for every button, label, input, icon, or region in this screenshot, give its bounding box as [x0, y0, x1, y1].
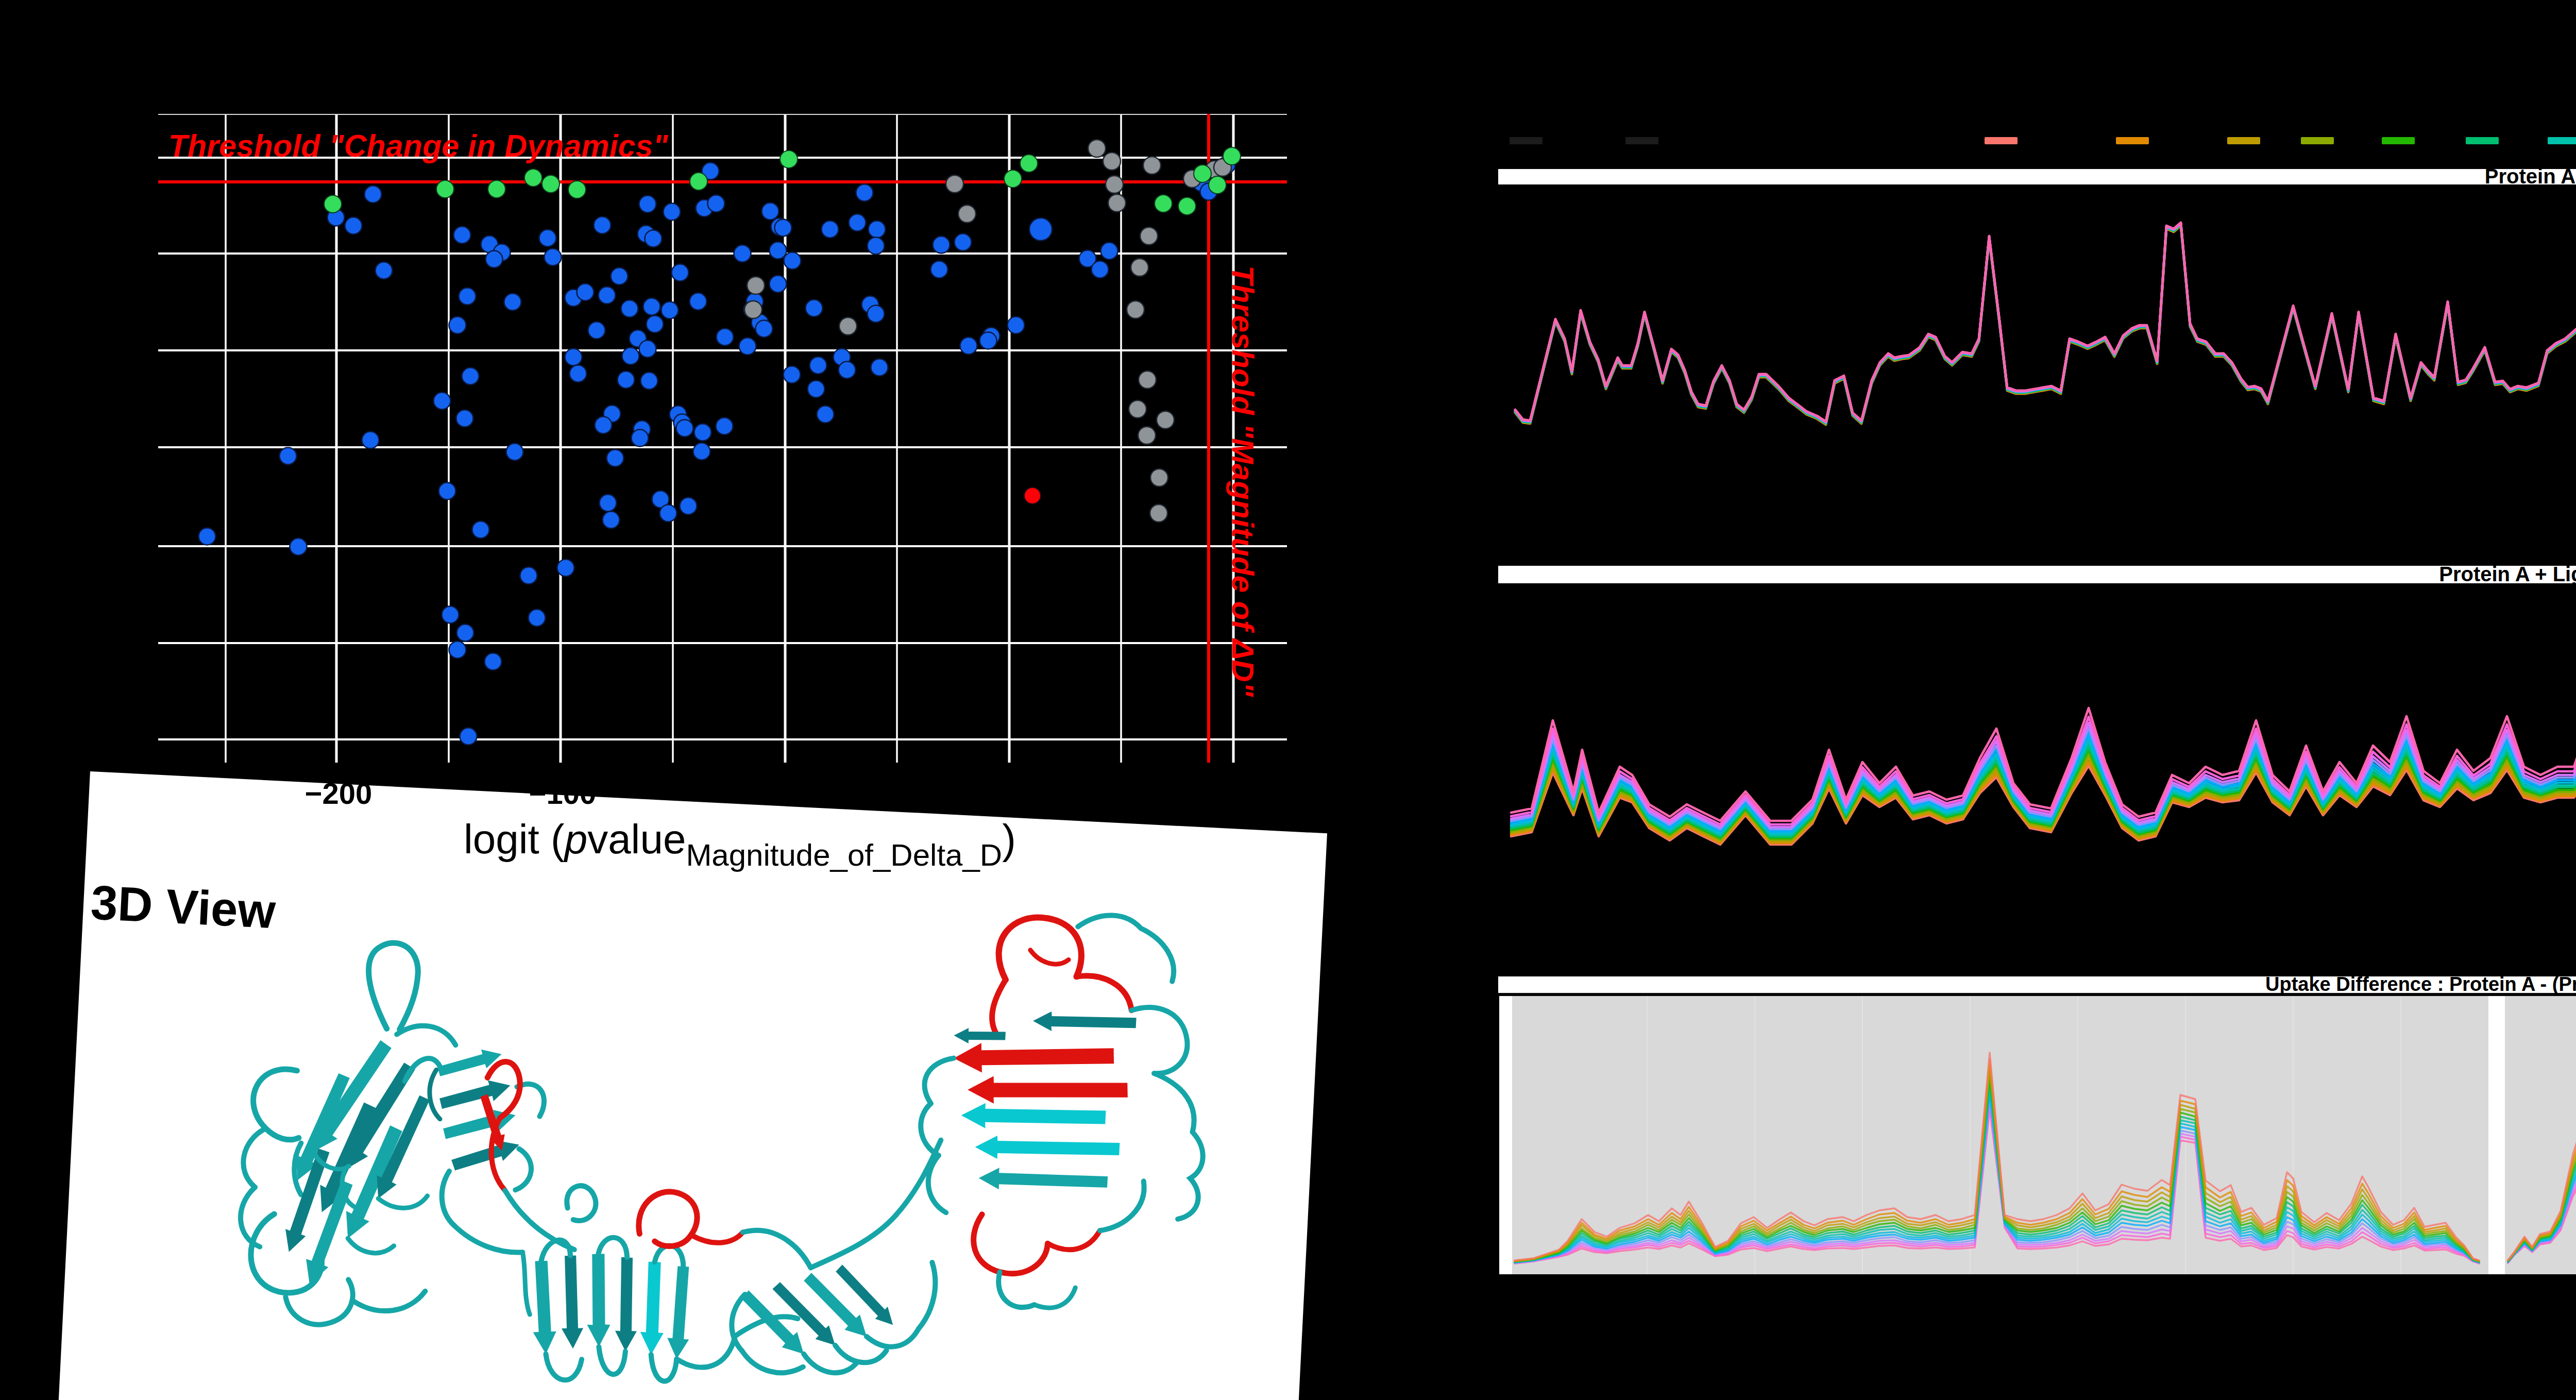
svg-text:Protein A: Protein A — [2485, 165, 2575, 188]
svg-text:Threshold "Magnitude of ΔD": Threshold "Magnitude of ΔD" — [1226, 265, 1260, 698]
svg-text:Uptake Difference : Protein A: Uptake Difference : Protein A - (Protein… — [2265, 973, 2576, 995]
svg-text:Threshold "Change in Dynamics": Threshold "Change in Dynamics" — [168, 128, 669, 163]
svg-text:Protein A + Ligand: Protein A + Ligand — [2439, 563, 2576, 585]
